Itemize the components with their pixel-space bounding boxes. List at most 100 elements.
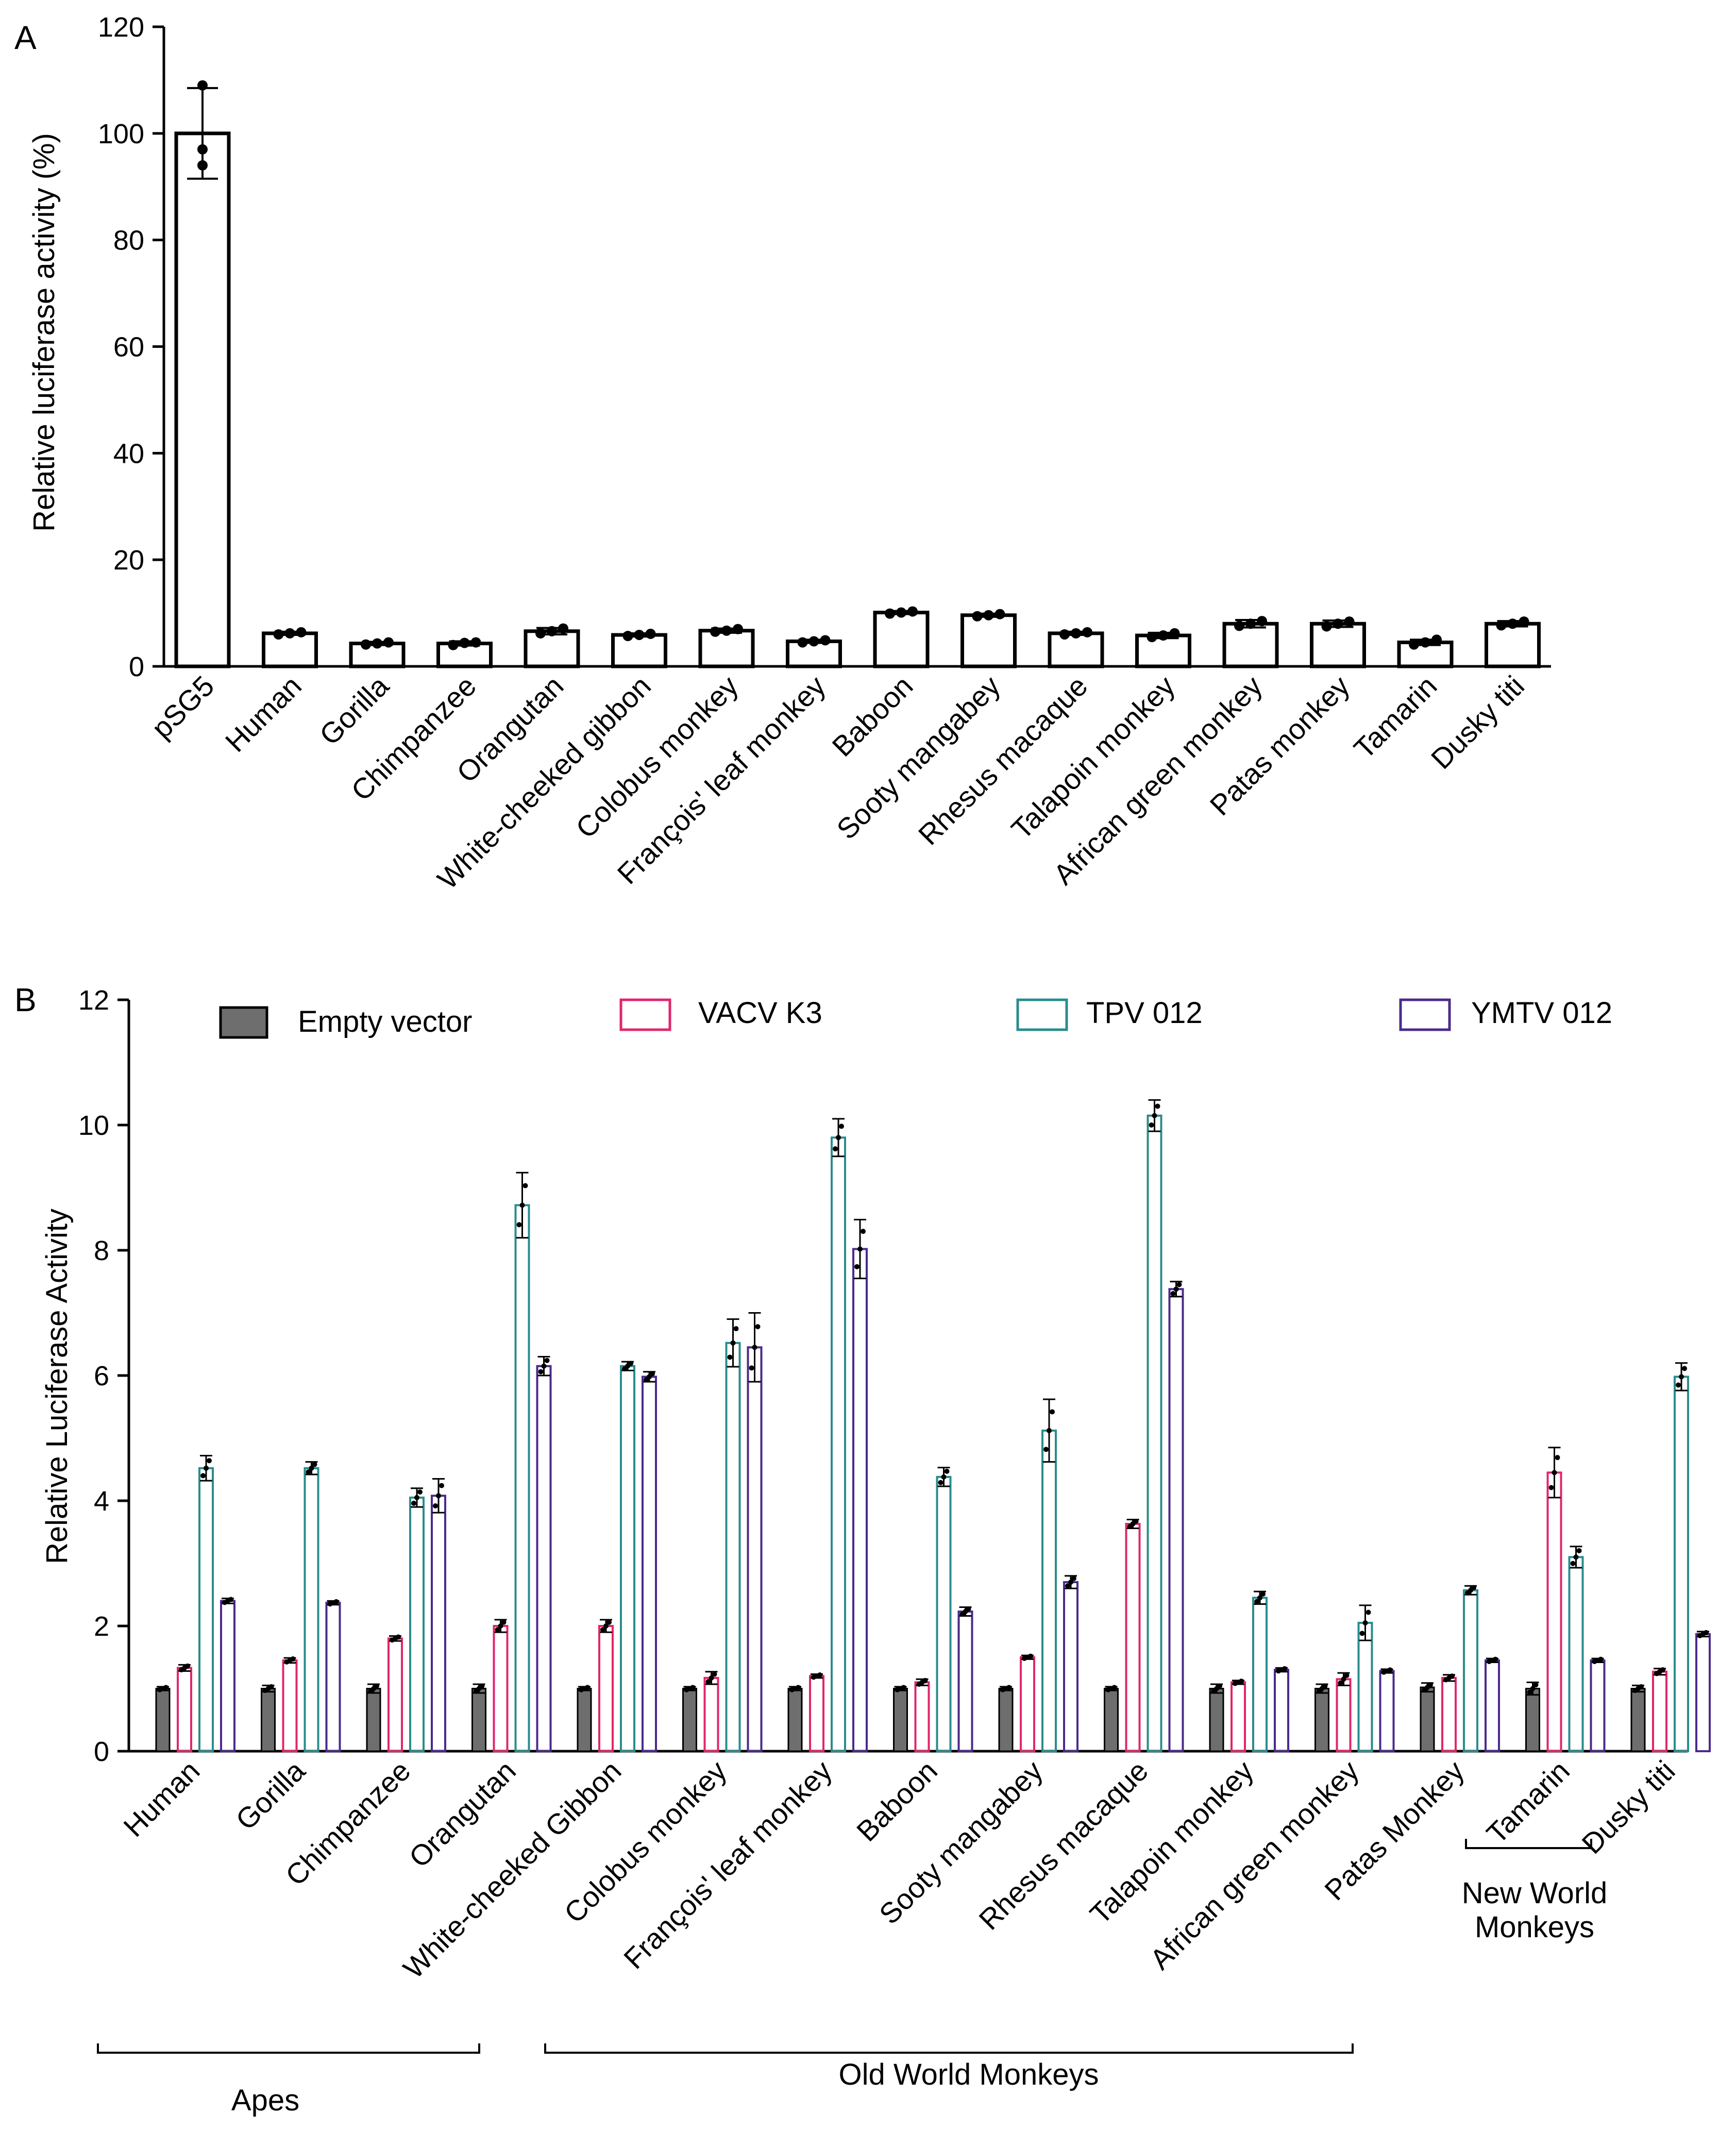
panel-b-data-point — [268, 1684, 274, 1689]
panel-b-bar-vacv-k3-talapoin-monkey — [1231, 1681, 1246, 1753]
panel-b-data-point — [414, 1495, 419, 1500]
panel-a-data-point — [197, 144, 208, 155]
panel-b-data-point — [495, 1627, 500, 1633]
panel-b-bar-ymtv-012-fran-ois-leaf-monkey — [852, 1248, 868, 1753]
panel-a-letter: A — [14, 19, 37, 56]
panel-b-data-point — [1428, 1682, 1433, 1687]
panel-a-y-tick-label: 100 — [98, 119, 144, 149]
panel-b-data-point — [727, 1354, 733, 1360]
panel-a-y-tick-label: 20 — [113, 545, 144, 576]
panel-a-bar-colobus-monkey — [698, 629, 755, 668]
panel-b-data-point — [712, 1671, 717, 1677]
panel-a-data-point — [448, 640, 459, 650]
panel-a-data-point — [1082, 627, 1092, 638]
panel-b-data-point — [1133, 1518, 1139, 1524]
panel-b-data-point — [1071, 1575, 1076, 1581]
panel-b-bar-tpv-012-white-cheeked-gibbon — [620, 1365, 635, 1752]
panel-b-data-point — [1257, 1595, 1262, 1601]
legend-swatch-empty-vector — [219, 1006, 268, 1039]
panel-b-data-point — [1217, 1683, 1222, 1689]
panel-a-data-point — [1333, 618, 1343, 629]
panel-b-bar-empty-vector-dusky-titi — [1630, 1688, 1646, 1752]
panel-a-data-point — [820, 635, 831, 646]
panel-b-bar-vacv-k3-gorilla — [282, 1659, 298, 1752]
panel-b-bar-vacv-k3-rhesus-macaque — [1125, 1522, 1141, 1753]
panel-b-bar-ymtv-012-sooty-mangabey — [1063, 1581, 1078, 1752]
panel-b-bar-empty-vector-chimpanzee — [366, 1688, 381, 1752]
panel-a-data-point — [1147, 632, 1157, 643]
panel-a-data-point — [972, 611, 983, 622]
panel-b-data-point — [1344, 1672, 1350, 1678]
panel-b-data-point — [396, 1634, 401, 1640]
panel-a-data-point — [645, 628, 656, 639]
legend-label-ymtv-012: YMTV 012 — [1471, 996, 1612, 1030]
panel-a-data-point — [1245, 618, 1256, 629]
group-label-apes: Apes — [231, 2084, 299, 2117]
panel-b-data-point — [1676, 1382, 1681, 1388]
panel-a-bar-sooty-mangabey — [960, 613, 1017, 668]
panel-a-y-tick-label: 60 — [113, 332, 144, 363]
panel-b-data-point — [439, 1483, 444, 1488]
panel-b-bar-tpv-012-gorilla — [304, 1467, 319, 1753]
panel-b-bar-ymtv-012-rhesus-macaque — [1168, 1288, 1184, 1753]
panel-b-data-point — [1548, 1485, 1554, 1490]
panel-b-data-point — [730, 1340, 736, 1346]
panel-a-data-point — [1321, 621, 1332, 632]
panel-a-data-point — [1234, 620, 1244, 631]
panel-b-data-point — [796, 1685, 801, 1690]
panel-b-data-point — [207, 1458, 212, 1464]
panel-b-bar-empty-vector-human — [155, 1688, 171, 1752]
panel-b-data-point — [854, 1264, 859, 1269]
panel-b-data-point — [333, 1599, 339, 1604]
panel-b-data-point — [733, 1326, 739, 1332]
panel-b-data-point — [755, 1324, 761, 1330]
panel-b-data-point — [1170, 1291, 1176, 1297]
panel-a-y-axis-title: Relative luciferase activity (%) — [27, 133, 61, 532]
panel-b-data-point — [1598, 1656, 1604, 1662]
panel-a-data-point — [197, 160, 208, 171]
panel-b-data-point — [585, 1685, 590, 1690]
panel-b-data-point — [541, 1363, 547, 1369]
panel-b-bar-empty-vector-tamarin — [1525, 1688, 1540, 1752]
panel-a-data-point — [1158, 630, 1169, 641]
panel-b-bar-ymtv-012-chimpanzee — [431, 1495, 446, 1753]
panel-b-data-point — [606, 1619, 612, 1625]
panel-a-data-point — [273, 629, 284, 640]
panel-b-y-tick-label: 10 — [78, 1110, 109, 1141]
panel-b-data-point — [1660, 1667, 1665, 1673]
panel-b-bar-ymtv-012-patas-monkey — [1485, 1659, 1500, 1752]
panel-b-bar-ymtv-012-orangutan — [536, 1365, 552, 1752]
panel-a-data-point — [896, 607, 906, 618]
legend-label-vacv-k3: VACV K3 — [698, 996, 822, 1030]
panel-b-x-label-fran-ois-leaf-monkey: François' leaf monkey — [617, 1754, 838, 1975]
panel-b-bar-empty-vector-talapoin-monkey — [1209, 1688, 1224, 1752]
panel-a-data-point — [622, 631, 633, 642]
panel-b-bar-ymtv-012-tamarin — [1590, 1659, 1606, 1752]
panel-b-bar-vacv-k3-sooty-mangabey — [1020, 1656, 1035, 1752]
panel-b-bar-ymtv-012-colobus-monkey — [747, 1346, 763, 1752]
group-label-new-world-monkeys-line: Monkeys — [1475, 1910, 1594, 1944]
panel-a-y-tick-label: 40 — [113, 438, 144, 469]
panel-b-data-point — [1527, 1689, 1532, 1695]
panel-b-data-point — [938, 1480, 943, 1485]
panel-b-bar-tpv-012-baboon — [936, 1475, 952, 1753]
bracket-new-world-monkeys — [1465, 1839, 1592, 1849]
panel-b-data-point — [600, 1627, 605, 1633]
panel-b-x-label-tamarin: Tamarin — [1480, 1754, 1576, 1850]
legend-swatch-tpv-012 — [1016, 998, 1068, 1031]
panel-b-data-point — [1387, 1667, 1393, 1673]
panel-b-data-point — [1679, 1374, 1684, 1380]
panel-b-data-point — [901, 1685, 906, 1690]
panel-b-data-point — [200, 1473, 206, 1479]
panel-a-data-point — [634, 629, 645, 640]
panel-b-data-point — [1322, 1683, 1328, 1689]
bracket-old-world-monkeys — [544, 2043, 1354, 2054]
panel-b-data-point — [1493, 1656, 1498, 1662]
panel-b-bar-vacv-k3-white-cheeked-gibbon — [598, 1625, 614, 1752]
panel-b-data-point — [1282, 1666, 1287, 1671]
panel-b-data-point — [857, 1246, 863, 1252]
panel-b-data-point — [1050, 1409, 1055, 1415]
panel-a-x-label-talapoin-monkey: Talapoin monkey — [1005, 669, 1181, 846]
panel-b-data-point — [306, 1469, 311, 1475]
panel-a-bar-patas-monkey — [1310, 622, 1366, 668]
